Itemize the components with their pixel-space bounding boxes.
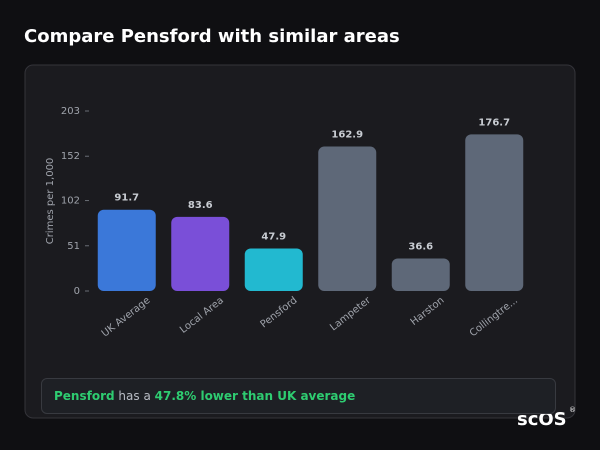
value-label: 91.7 (114, 193, 139, 204)
y-tick-label: 0 (74, 286, 80, 297)
summary: Pensford has a 47.8% lower than UK avera… (41, 378, 556, 414)
value-label: 47.9 (261, 232, 286, 243)
logo: scOS (517, 409, 567, 430)
logo-mark: ® (569, 406, 576, 414)
value-label: 36.6 (408, 242, 433, 253)
summary-place: Pensford (54, 389, 115, 403)
page-title: Compare Pensford with similar areas (24, 26, 400, 47)
summary-highlight: 47.8% lower than UK average (154, 389, 356, 403)
y-tick-label: 102 (61, 196, 80, 207)
y-tick-label: 51 (67, 241, 80, 252)
value-label: 83.6 (188, 200, 213, 211)
value-label: 162.9 (331, 130, 363, 141)
bar (391, 258, 450, 291)
bar (244, 248, 303, 291)
summary-text: has a (118, 389, 151, 403)
bar (465, 134, 524, 291)
bar (97, 209, 156, 291)
card (24, 64, 576, 419)
bar (318, 146, 377, 291)
value-label: 176.7 (478, 117, 510, 128)
bar (171, 216, 230, 291)
y-tick-label: 152 (61, 151, 80, 162)
y-axis-label: Crimes per 1,000 (45, 158, 56, 245)
y-tick-label: 203 (61, 106, 80, 117)
